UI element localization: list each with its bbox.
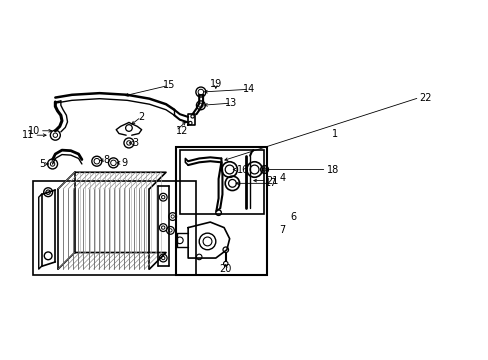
Text: 6: 6 — [289, 212, 296, 221]
Text: 14: 14 — [243, 84, 255, 94]
Text: 21: 21 — [266, 176, 279, 185]
Text: 19: 19 — [209, 79, 222, 89]
Bar — [176, 147, 267, 275]
Text: 12: 12 — [176, 126, 188, 136]
Bar — [33, 181, 196, 275]
Text: 1: 1 — [331, 129, 337, 139]
Text: 4: 4 — [279, 173, 285, 183]
Text: 9: 9 — [122, 158, 127, 168]
Text: 11: 11 — [22, 130, 34, 140]
Text: 7: 7 — [279, 225, 285, 235]
Text: 22: 22 — [419, 93, 431, 103]
Text: 3: 3 — [133, 138, 139, 148]
Text: 5: 5 — [39, 159, 45, 169]
Text: 17: 17 — [264, 178, 277, 188]
Text: 8: 8 — [103, 154, 109, 165]
Text: 20: 20 — [219, 264, 231, 274]
Text: 15: 15 — [162, 80, 175, 90]
Bar — [180, 150, 264, 214]
Text: 18: 18 — [326, 165, 338, 175]
Text: 10: 10 — [27, 126, 40, 136]
Text: 2: 2 — [138, 112, 144, 122]
Text: 13: 13 — [224, 98, 237, 108]
Text: 16: 16 — [236, 165, 248, 175]
